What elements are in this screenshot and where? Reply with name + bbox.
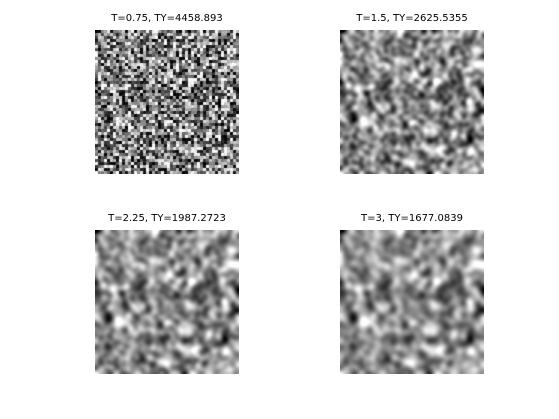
noise-texture-image — [340, 30, 484, 174]
subplot-title: T=1.5, TY=2625.5355 — [356, 13, 468, 24]
noise-texture-image — [95, 30, 239, 174]
noise-texture-image — [95, 230, 239, 374]
subplot-title: T=2.25, TY=1987.2723 — [108, 213, 226, 224]
subplot-title: T=0.75, TY=4458.893 — [111, 13, 223, 24]
noise-texture-image — [340, 230, 484, 374]
subplot-title: T=3, TY=1677.0839 — [361, 213, 463, 224]
